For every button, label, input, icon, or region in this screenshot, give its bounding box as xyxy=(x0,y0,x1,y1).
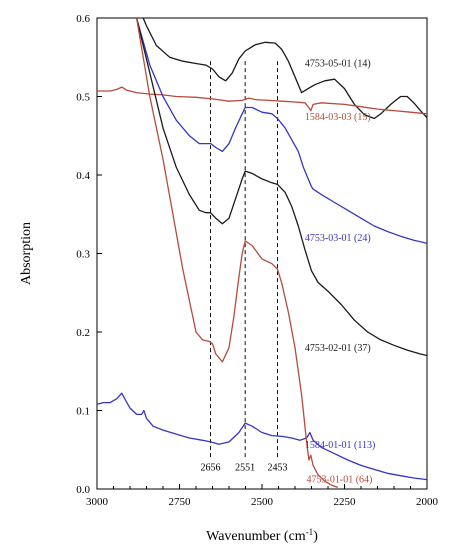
x-tick-label: 3000 xyxy=(86,496,109,508)
x-tick-label: 2000 xyxy=(416,496,439,508)
series-line-0 xyxy=(142,18,427,120)
series-line-1 xyxy=(97,86,427,115)
series-label-3: 4753-02-01 (37) xyxy=(305,343,371,354)
y-tick-label: 0.6 xyxy=(76,13,90,25)
y-tick-label: 0.4 xyxy=(76,170,90,182)
x-axis-title-sup: -1 xyxy=(306,527,314,537)
reference-lines: 2656 2551 2453 xyxy=(201,61,288,474)
y-tick-label: 0.2 xyxy=(76,327,90,339)
reference-label-2453: 2453 xyxy=(268,463,288,474)
y-axis-title: Absorption xyxy=(19,222,34,285)
x-axis-title-main: Wavenumber (cm xyxy=(206,529,306,544)
x-tick-label: 2250 xyxy=(334,496,357,508)
reference-label-2551: 2551 xyxy=(235,463,255,474)
axis-tick-labels: 3000 2750 2500 2250 2000 0.0 0.1 0.2 0.3 0.4 0.5 0.… xyxy=(76,13,438,508)
series-label-4: 1584-01-01 (113) xyxy=(305,440,375,451)
series-line-3 xyxy=(135,18,427,357)
series-label-0: 4753-05-01 (14) xyxy=(305,59,371,70)
series-labels: 4753-05-01 (14) 1584-03-03 (15) 4753-03-01… xyxy=(305,59,375,486)
x-axis-title-end: ) xyxy=(313,529,318,544)
y-tick-label: 0.1 xyxy=(76,406,90,418)
y-tick-label: 0.0 xyxy=(76,484,90,496)
series-line-2 xyxy=(135,18,427,244)
series-line-5 xyxy=(135,18,339,489)
y-tick-label: 0.3 xyxy=(76,249,90,261)
x-tick-label: 2500 xyxy=(251,496,274,508)
series-label-2: 4753-03-01 (24) xyxy=(305,233,371,244)
reference-label-2656: 2656 xyxy=(201,463,221,474)
x-tick-label: 2750 xyxy=(169,496,192,508)
series-line-4 xyxy=(97,392,427,481)
axis-ticks xyxy=(96,17,428,490)
series-label-5: 4753-01-01 (64) xyxy=(307,475,373,486)
series-label-1: 1584-03-03 (15) xyxy=(305,112,371,123)
y-tick-label: 0.5 xyxy=(76,92,90,104)
spectra-series xyxy=(97,18,427,489)
x-axis-title: Wavenumber (cm-1) xyxy=(206,527,318,544)
